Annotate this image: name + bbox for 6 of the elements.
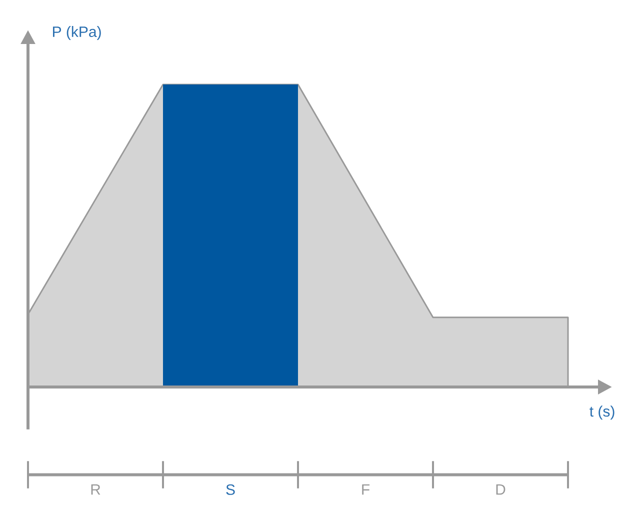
text: R (91, 484, 100, 495)
y-axis-title: P (kPa) (53, 26, 101, 40)
x-axis-title: t (s) (590, 406, 614, 420)
text: F (362, 484, 370, 495)
text: S (226, 484, 235, 495)
text: D (496, 484, 506, 495)
